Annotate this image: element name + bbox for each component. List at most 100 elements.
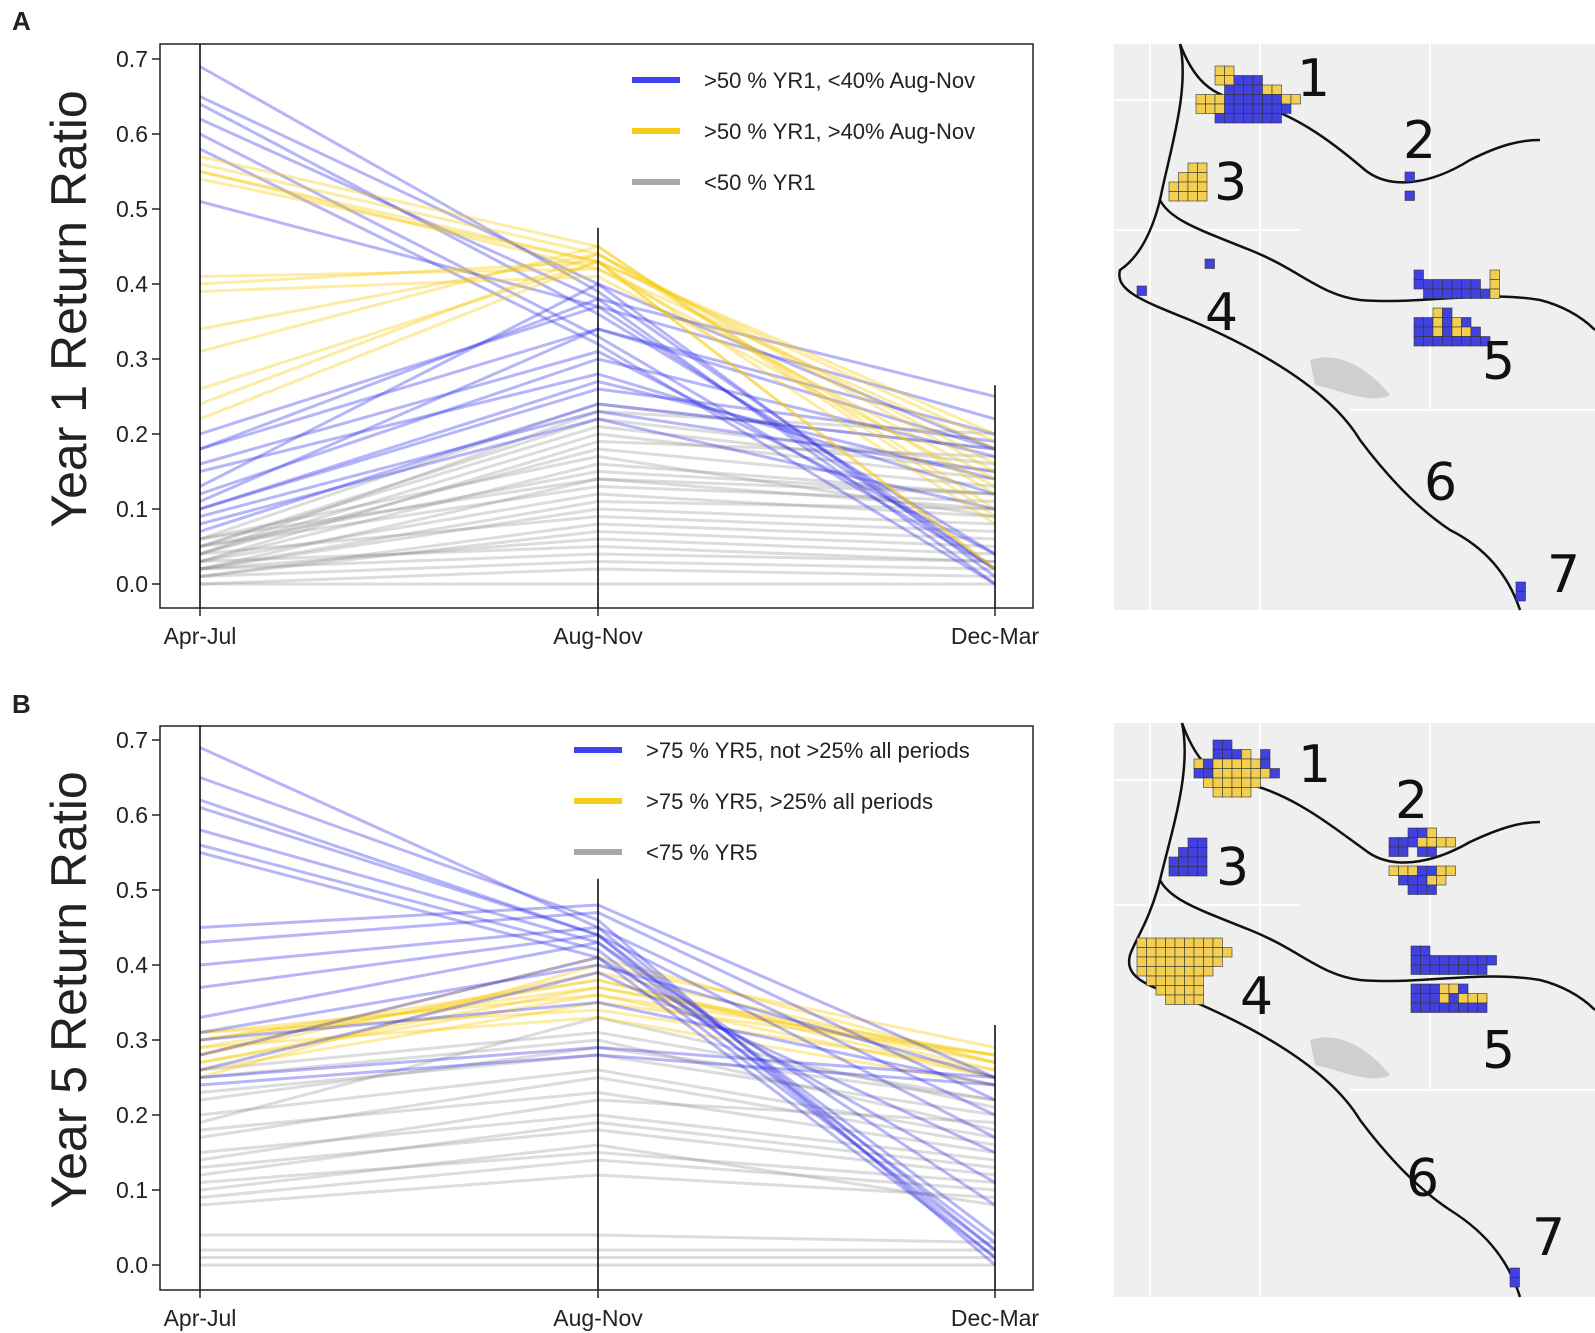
- map-cell-yellow: [1212, 777, 1223, 788]
- map-cell-blue: [1461, 279, 1472, 290]
- map-cell-yellow: [1241, 777, 1252, 788]
- legend-label: >50 % YR1, >40% Aug-Nov: [704, 119, 975, 144]
- map-cell-blue: [1420, 955, 1431, 966]
- map-site-labels-a: 1 2 3 4 5 6 7: [1205, 49, 1580, 605]
- site-cluster-4: [1136, 937, 1233, 1005]
- map-cell-blue: [1420, 945, 1431, 956]
- map-cell-blue: [1451, 336, 1462, 347]
- map-cell-yellow: [1439, 983, 1450, 994]
- map-cell-blue: [1410, 993, 1421, 1004]
- y-tick-label: 0.4: [116, 271, 148, 297]
- map-cell-blue: [1470, 326, 1481, 337]
- map-cell-blue: [1420, 964, 1431, 975]
- map-cell-yellow: [1489, 269, 1500, 280]
- map-cell-blue: [1448, 1002, 1459, 1013]
- category-axes-b: [199, 725, 996, 1290]
- map-cell-blue: [1197, 866, 1208, 877]
- y-tick-label: 0.3: [116, 1027, 148, 1053]
- y-tick-label: 0.4: [116, 952, 148, 978]
- site-cluster-3: [1168, 162, 1208, 202]
- map-background-a: [1114, 44, 1595, 610]
- map-cell-yellow: [1155, 985, 1166, 996]
- site-cluster-1: [1193, 739, 1280, 798]
- site-label-4: 4: [1205, 283, 1238, 343]
- map-cell-yellow: [1214, 94, 1225, 105]
- map-cell-blue: [1477, 1002, 1488, 1013]
- y-axis-label-a: Year 1 Return Ratio: [41, 90, 97, 527]
- y-tick-label: 0.2: [116, 421, 148, 447]
- map-cell-yellow: [1214, 65, 1225, 76]
- map-cell-yellow: [1146, 947, 1157, 958]
- plot-frame-b: [159, 725, 1034, 1291]
- map-cell-yellow: [1448, 983, 1459, 994]
- map-cell-yellow: [1178, 181, 1189, 192]
- map-cell-yellow: [1203, 777, 1214, 788]
- map-cell-yellow: [1165, 947, 1176, 958]
- rivers-a: [1118, 43, 1595, 611]
- map-cell-blue: [1417, 875, 1428, 886]
- map-cell-blue: [1413, 269, 1424, 280]
- map-cell-yellow: [1222, 768, 1233, 779]
- map-cell-blue: [1388, 837, 1399, 848]
- map-cell-yellow: [1193, 985, 1204, 996]
- category-axes-a: [199, 44, 996, 608]
- map-cell-blue: [1410, 945, 1421, 956]
- map-cell-blue: [1477, 964, 1488, 975]
- map-cell-blue: [1448, 964, 1459, 975]
- map-cell-blue: [1410, 955, 1421, 966]
- y-tick-label: 0.5: [116, 877, 148, 903]
- map-cell-yellow: [1222, 787, 1233, 798]
- map-cell-yellow: [1168, 191, 1179, 202]
- site-label-7: 7: [1547, 545, 1580, 605]
- map-cell-blue: [1233, 75, 1244, 86]
- chart-panel-a: A Year 1 Return Ratio 0.0 0.1 0.2 0.3 0.4 0.5…: [12, 6, 1039, 649]
- map-cell-blue: [1404, 171, 1415, 182]
- site-cluster-2: [1404, 171, 1415, 201]
- map-cell-blue: [1477, 955, 1488, 966]
- legend-label: <50 % YR1: [704, 170, 816, 195]
- map-cell-yellow: [1212, 768, 1223, 779]
- map-cell-blue: [1197, 837, 1208, 848]
- map-cell-yellow: [1178, 172, 1189, 183]
- map-cell-blue: [1420, 983, 1431, 994]
- map-cell-blue: [1178, 866, 1189, 877]
- map-cell-blue: [1224, 94, 1235, 105]
- map-cell-yellow: [1136, 966, 1147, 977]
- map-cell-blue: [1429, 983, 1440, 994]
- map-cell-blue: [1429, 993, 1440, 1004]
- map-cell-blue: [1252, 84, 1263, 95]
- map-cell-yellow: [1250, 777, 1261, 788]
- map-cell-yellow: [1136, 937, 1147, 948]
- map-cell-yellow: [1231, 758, 1242, 769]
- map-cell-yellow: [1174, 975, 1185, 986]
- map-cell-blue: [1515, 591, 1526, 602]
- map-cell-blue: [1417, 846, 1428, 857]
- map-cell-yellow: [1214, 103, 1225, 114]
- map-panel-a: 1 2 3 4 5 6 7: [1114, 43, 1595, 611]
- y-tick-label: 0.0: [116, 571, 148, 597]
- legend-label: >75 % YR5, not >25% all periods: [646, 738, 970, 763]
- map-cell-yellow: [1174, 947, 1185, 958]
- x-tick-label: Aug-Nov: [553, 623, 643, 649]
- map-cell-blue: [1271, 94, 1282, 105]
- map-cell-blue: [1203, 768, 1214, 779]
- map-cell-yellow: [1155, 966, 1166, 977]
- map-cell-blue: [1509, 1267, 1520, 1278]
- map-cell-blue: [1252, 113, 1263, 124]
- y-tick-label: 0.7: [116, 727, 148, 753]
- map-cell-yellow: [1212, 787, 1223, 798]
- map-cell-yellow: [1451, 326, 1462, 337]
- map-cell-blue: [1178, 856, 1189, 867]
- map-cell-blue: [1417, 865, 1428, 876]
- map-cell-blue: [1423, 326, 1434, 337]
- map-cell-yellow: [1178, 191, 1189, 202]
- map-cell-yellow: [1174, 966, 1185, 977]
- map-cell-blue: [1458, 983, 1469, 994]
- map-cell-yellow: [1262, 84, 1273, 95]
- map-cell-yellow: [1174, 985, 1185, 996]
- map-cell-blue: [1417, 884, 1428, 895]
- map-cell-blue: [1271, 103, 1282, 114]
- map-cell-blue: [1252, 103, 1263, 114]
- map-cell-blue: [1252, 94, 1263, 105]
- map-cell-yellow: [1417, 837, 1428, 848]
